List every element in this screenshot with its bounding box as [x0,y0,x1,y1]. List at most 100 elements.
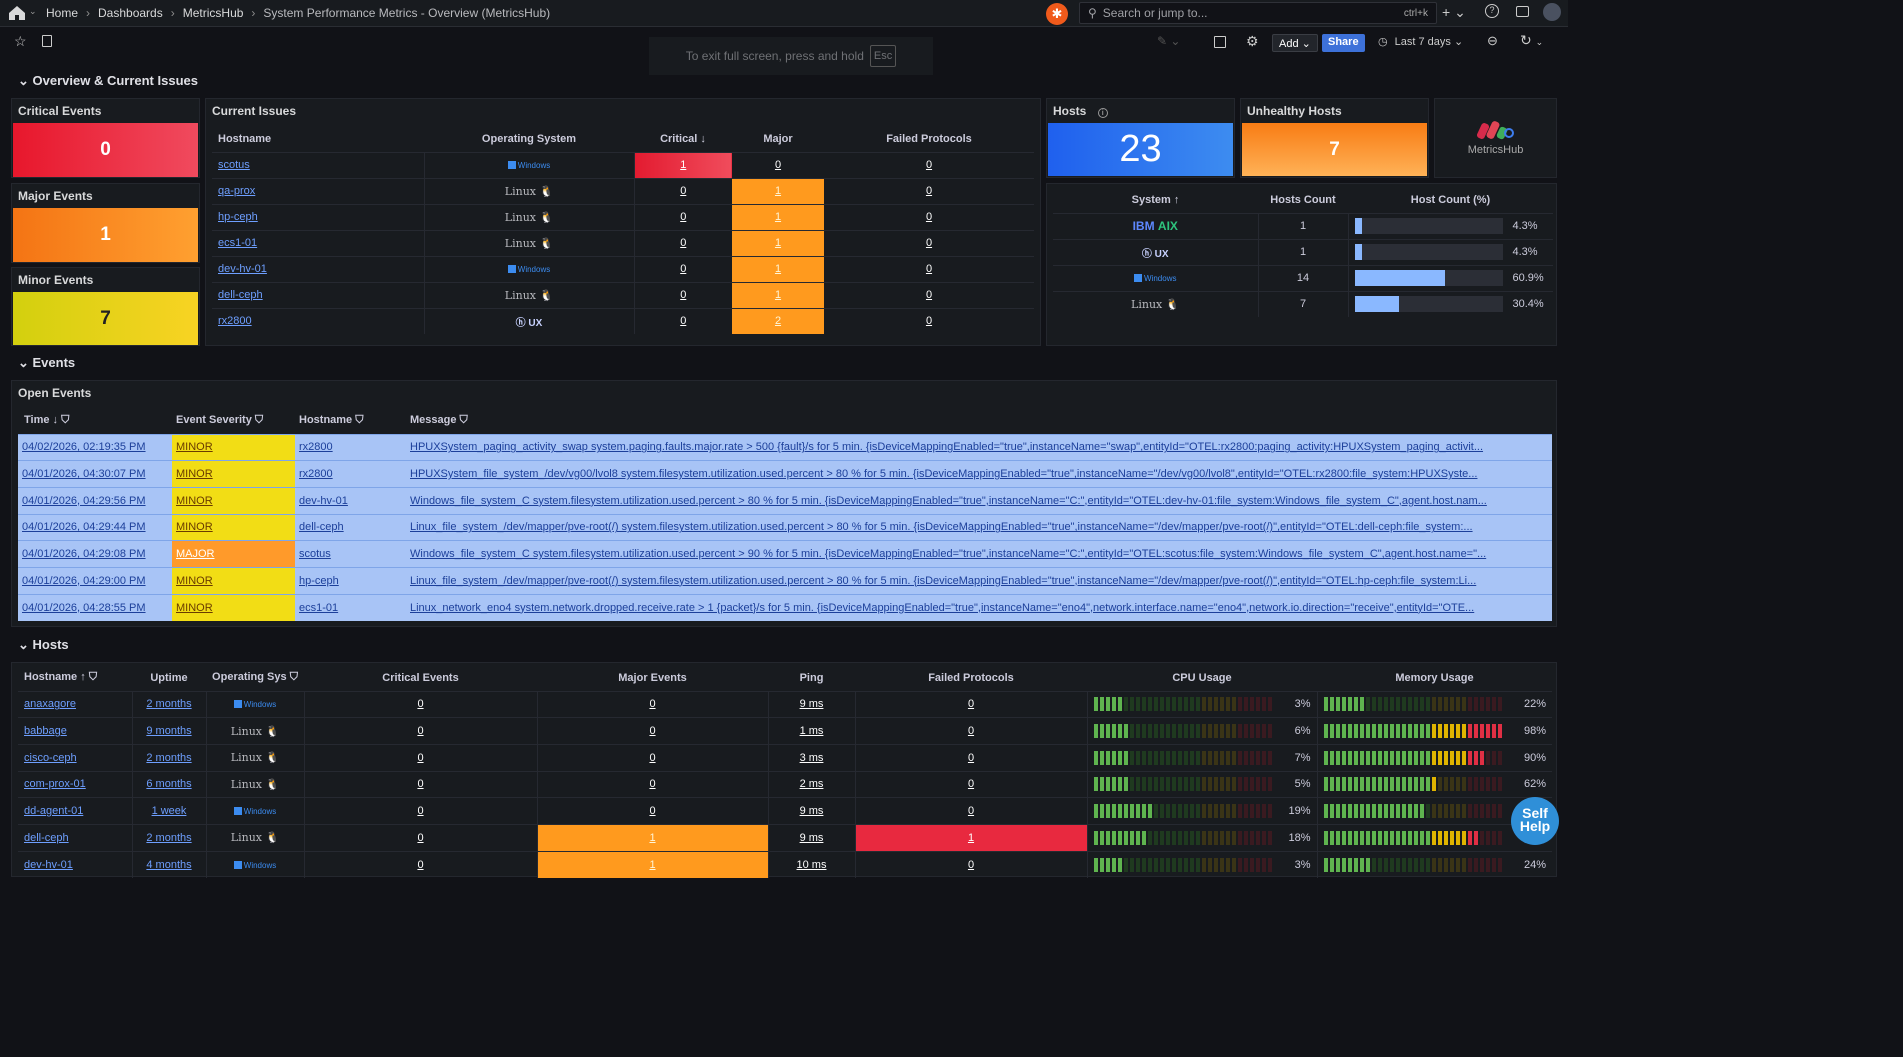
hostname-link[interactable]: scotus [299,548,331,561]
major-events-link[interactable]: 0 [649,698,656,711]
ping-link[interactable]: 2 ms [799,778,824,791]
failed-link[interactable]: 0 [925,159,933,171]
hostname-link[interactable]: dd-agent-01 [24,805,84,818]
hostname-link[interactable]: babbage [24,725,67,738]
col-critical-events[interactable]: Critical Events [382,671,459,684]
critical-link[interactable]: 1 [680,159,687,171]
critical-link[interactable]: 0 [680,211,687,223]
failed-protocols-link[interactable]: 0 [967,858,975,871]
edit-icon[interactable]: ✎ ⌄ [1157,34,1181,48]
failed-protocols-link[interactable]: 0 [967,805,975,818]
help-icon[interactable]: ? [1485,4,1499,18]
major-events-link[interactable]: 0 [649,805,656,818]
avatar[interactable] [1543,3,1561,21]
severity-link[interactable]: MINOR [176,441,213,454]
col-failed[interactable]: Failed Protocols [886,132,972,145]
time-link[interactable]: 04/01/2026, 04:29:44 PM [22,521,146,534]
hostname-link[interactable]: anaxagore [24,698,76,711]
col-severity[interactable]: Event Severity ⛉ [172,408,295,434]
uptime-link[interactable]: 6 months [146,778,192,791]
message-link[interactable]: HPUXSystem_file_system_/dev/vg00/lvol8 s… [410,468,1478,481]
severity-link[interactable]: MINOR [176,601,213,614]
col-uptime[interactable]: Uptime [150,671,188,684]
hostname-link[interactable]: ecs1-01 [299,601,339,614]
grafana-home-icon[interactable] [7,5,27,21]
filter-icon[interactable]: ⛉ [289,671,298,684]
zoom-out-icon[interactable]: ⊖ [1487,33,1498,48]
failed-protocols-link[interactable]: 1 [967,831,975,844]
severity-link[interactable]: MINOR [176,574,213,587]
major-events-link[interactable]: 0 [649,725,656,738]
major-events-link[interactable]: 0 [649,751,656,764]
uptime-link[interactable]: 1 week [151,805,187,818]
major-link[interactable]: 2 [774,315,782,328]
uptime-link[interactable]: 2 months [146,751,192,764]
col-message[interactable]: Message ⛉ [406,408,1552,434]
refresh-icon[interactable]: ↻ ⌄ [1520,32,1544,48]
uptime-link[interactable]: 4 months [146,858,192,871]
hostname-link[interactable]: dell-ceph [218,289,263,301]
filter-icon[interactable]: ⛉ [459,414,468,427]
time-picker[interactable]: ◷ Last 7 days ⌄ [1378,36,1464,48]
critical-events-link[interactable]: 0 [417,805,424,818]
hostname-link[interactable]: hp-ceph [218,211,258,223]
critical-events-link[interactable]: 0 [417,858,424,871]
hostname-link[interactable]: com-prox-01 [24,778,86,791]
failed-link[interactable]: 0 [925,185,933,197]
severity-link[interactable]: MINOR [176,468,213,481]
search-input[interactable]: ⚲ Search or jump to... ctrl+k [1079,2,1437,24]
ping-link[interactable]: 3 ms [799,751,824,764]
copy-icon[interactable] [42,35,52,47]
major-link[interactable]: 1 [774,263,782,275]
critical-events-link[interactable]: 0 [417,778,424,791]
message-link[interactable]: Linux_file_system_/dev/mapper/pve-root(/… [410,521,1473,534]
info-icon[interactable]: i [1097,108,1108,118]
ping-link[interactable]: 9 ms [799,698,824,711]
failed-link[interactable]: 0 [925,263,933,275]
critical-events-link[interactable]: 0 [417,698,424,711]
failed-link[interactable]: 0 [925,289,933,301]
hostname-link[interactable]: qa-prox [218,185,256,197]
hostname-link[interactable]: dev-hv-01 [299,494,348,507]
ping-link[interactable]: 10 ms [796,858,827,871]
home-chevron-icon[interactable]: ⌄ [29,6,37,16]
hostname-link[interactable]: dell-ceph [24,831,69,844]
failed-protocols-link[interactable]: 0 [967,751,975,764]
filter-icon[interactable]: ⛉ [61,414,70,427]
message-link[interactable]: Linux_file_system_/dev/mapper/pve-root(/… [410,574,1477,587]
major-link[interactable]: 0 [774,159,782,171]
col-host-pct[interactable]: Host Count (%) [1410,193,1491,206]
critical-link[interactable]: 0 [680,289,687,301]
breadcrumb-dashboards[interactable]: Dashboards [98,6,163,20]
hostname-link[interactable]: hp-ceph [299,574,339,587]
hostname-link[interactable]: dev-hv-01 [24,858,73,871]
failed-protocols-link[interactable]: 0 [967,725,975,738]
message-link[interactable]: HPUXSystem_paging_activity_swap system.p… [410,441,1484,454]
col-major[interactable]: Major [763,132,793,145]
col-hostname[interactable]: Hostname ↑ ⛉ [18,665,132,691]
col-hostname[interactable]: Hostname [218,132,272,145]
star-icon[interactable]: ☆ [14,33,27,49]
assistant-icon[interactable]: ✱ [1046,3,1068,25]
failed-link[interactable]: 0 [925,211,933,223]
ping-link[interactable]: 1 ms [799,725,824,738]
critical-link[interactable]: 0 [680,263,687,275]
failed-protocols-link[interactable]: 0 [967,778,975,791]
critical-link[interactable]: 0 [680,185,687,197]
failed-link[interactable]: 0 [925,237,933,249]
col-system[interactable]: System ↑ [1053,187,1258,213]
failed-link[interactable]: 0 [925,315,933,328]
col-cpu[interactable]: CPU Usage [1172,671,1232,684]
filter-icon[interactable]: ⛉ [254,414,264,427]
breadcrumb-home[interactable]: Home [46,6,79,20]
col-time[interactable]: Time ↓ ⛉ [18,408,172,434]
major-events-link[interactable]: 1 [649,831,656,844]
col-critical[interactable]: Critical ↓ [634,126,732,152]
filter-icon[interactable]: ⛉ [355,414,364,427]
section-hosts[interactable]: ⌄ Hosts [18,637,69,652]
settings-gear-icon[interactable]: ⚙ [1246,33,1259,49]
time-link[interactable]: 04/01/2026, 04:30:07 PM [22,468,146,481]
col-os[interactable]: Operating Sys ⛉ [206,665,304,691]
hostname-link[interactable]: rx2800 [218,315,252,328]
message-link[interactable]: Linux_network_eno4 system.network.droppe… [410,601,1475,614]
